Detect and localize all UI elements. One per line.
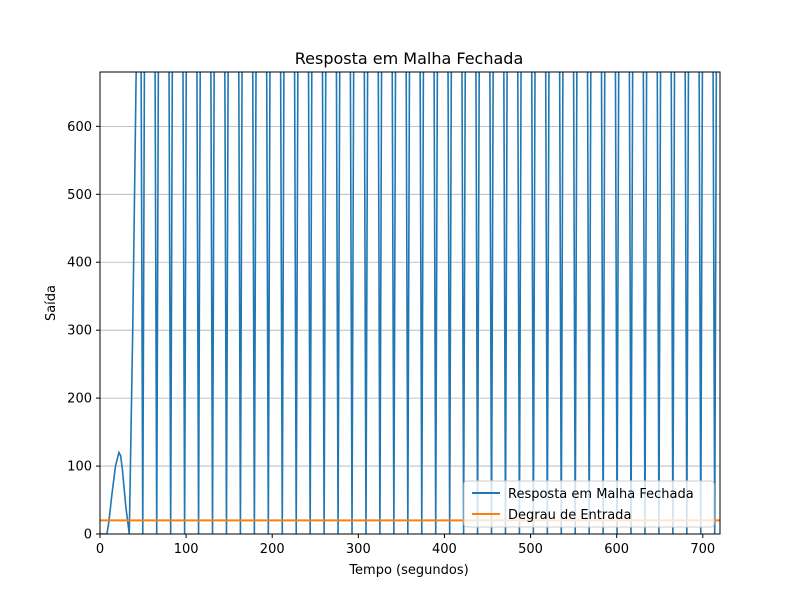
y-tick-label: 400 <box>67 256 92 271</box>
chart-title: Resposta em Malha Fechada <box>295 49 524 68</box>
y-tick-label: 300 <box>67 324 92 339</box>
x-axis: 0 100 200 300 400 500 600 700 <box>96 534 715 557</box>
legend: Resposta em Malha Fechada Degrau de Entr… <box>463 480 715 528</box>
y-axis: 0 100 200 300 400 500 600 <box>67 120 100 543</box>
plot-frame <box>99 71 721 535</box>
legend-label-step: Degrau de Entrada <box>508 508 631 523</box>
y-tick-label: 500 <box>67 188 92 203</box>
x-tick-label: 400 <box>432 542 457 557</box>
series-line-response <box>100 72 718 534</box>
x-tick-label: 300 <box>346 542 371 557</box>
y-tick-label: 100 <box>67 460 92 475</box>
x-axis-label: Tempo (segundos) <box>348 563 468 578</box>
x-tick-label: 600 <box>604 542 629 557</box>
x-tick-label: 0 <box>96 542 104 557</box>
y-axis-label: Saída <box>44 285 59 321</box>
legend-box <box>463 480 715 528</box>
y-tick-label: 200 <box>67 392 92 407</box>
y-tick-label: 0 <box>84 528 92 543</box>
x-tick-label: 100 <box>174 542 199 557</box>
x-tick-label: 700 <box>690 542 715 557</box>
y-tick-label: 600 <box>67 120 92 135</box>
x-tick-label: 500 <box>518 542 543 557</box>
legend-label-response: Resposta em Malha Fechada <box>508 487 694 502</box>
x-tick-label: 200 <box>260 542 285 557</box>
grid-lines <box>100 125 720 535</box>
